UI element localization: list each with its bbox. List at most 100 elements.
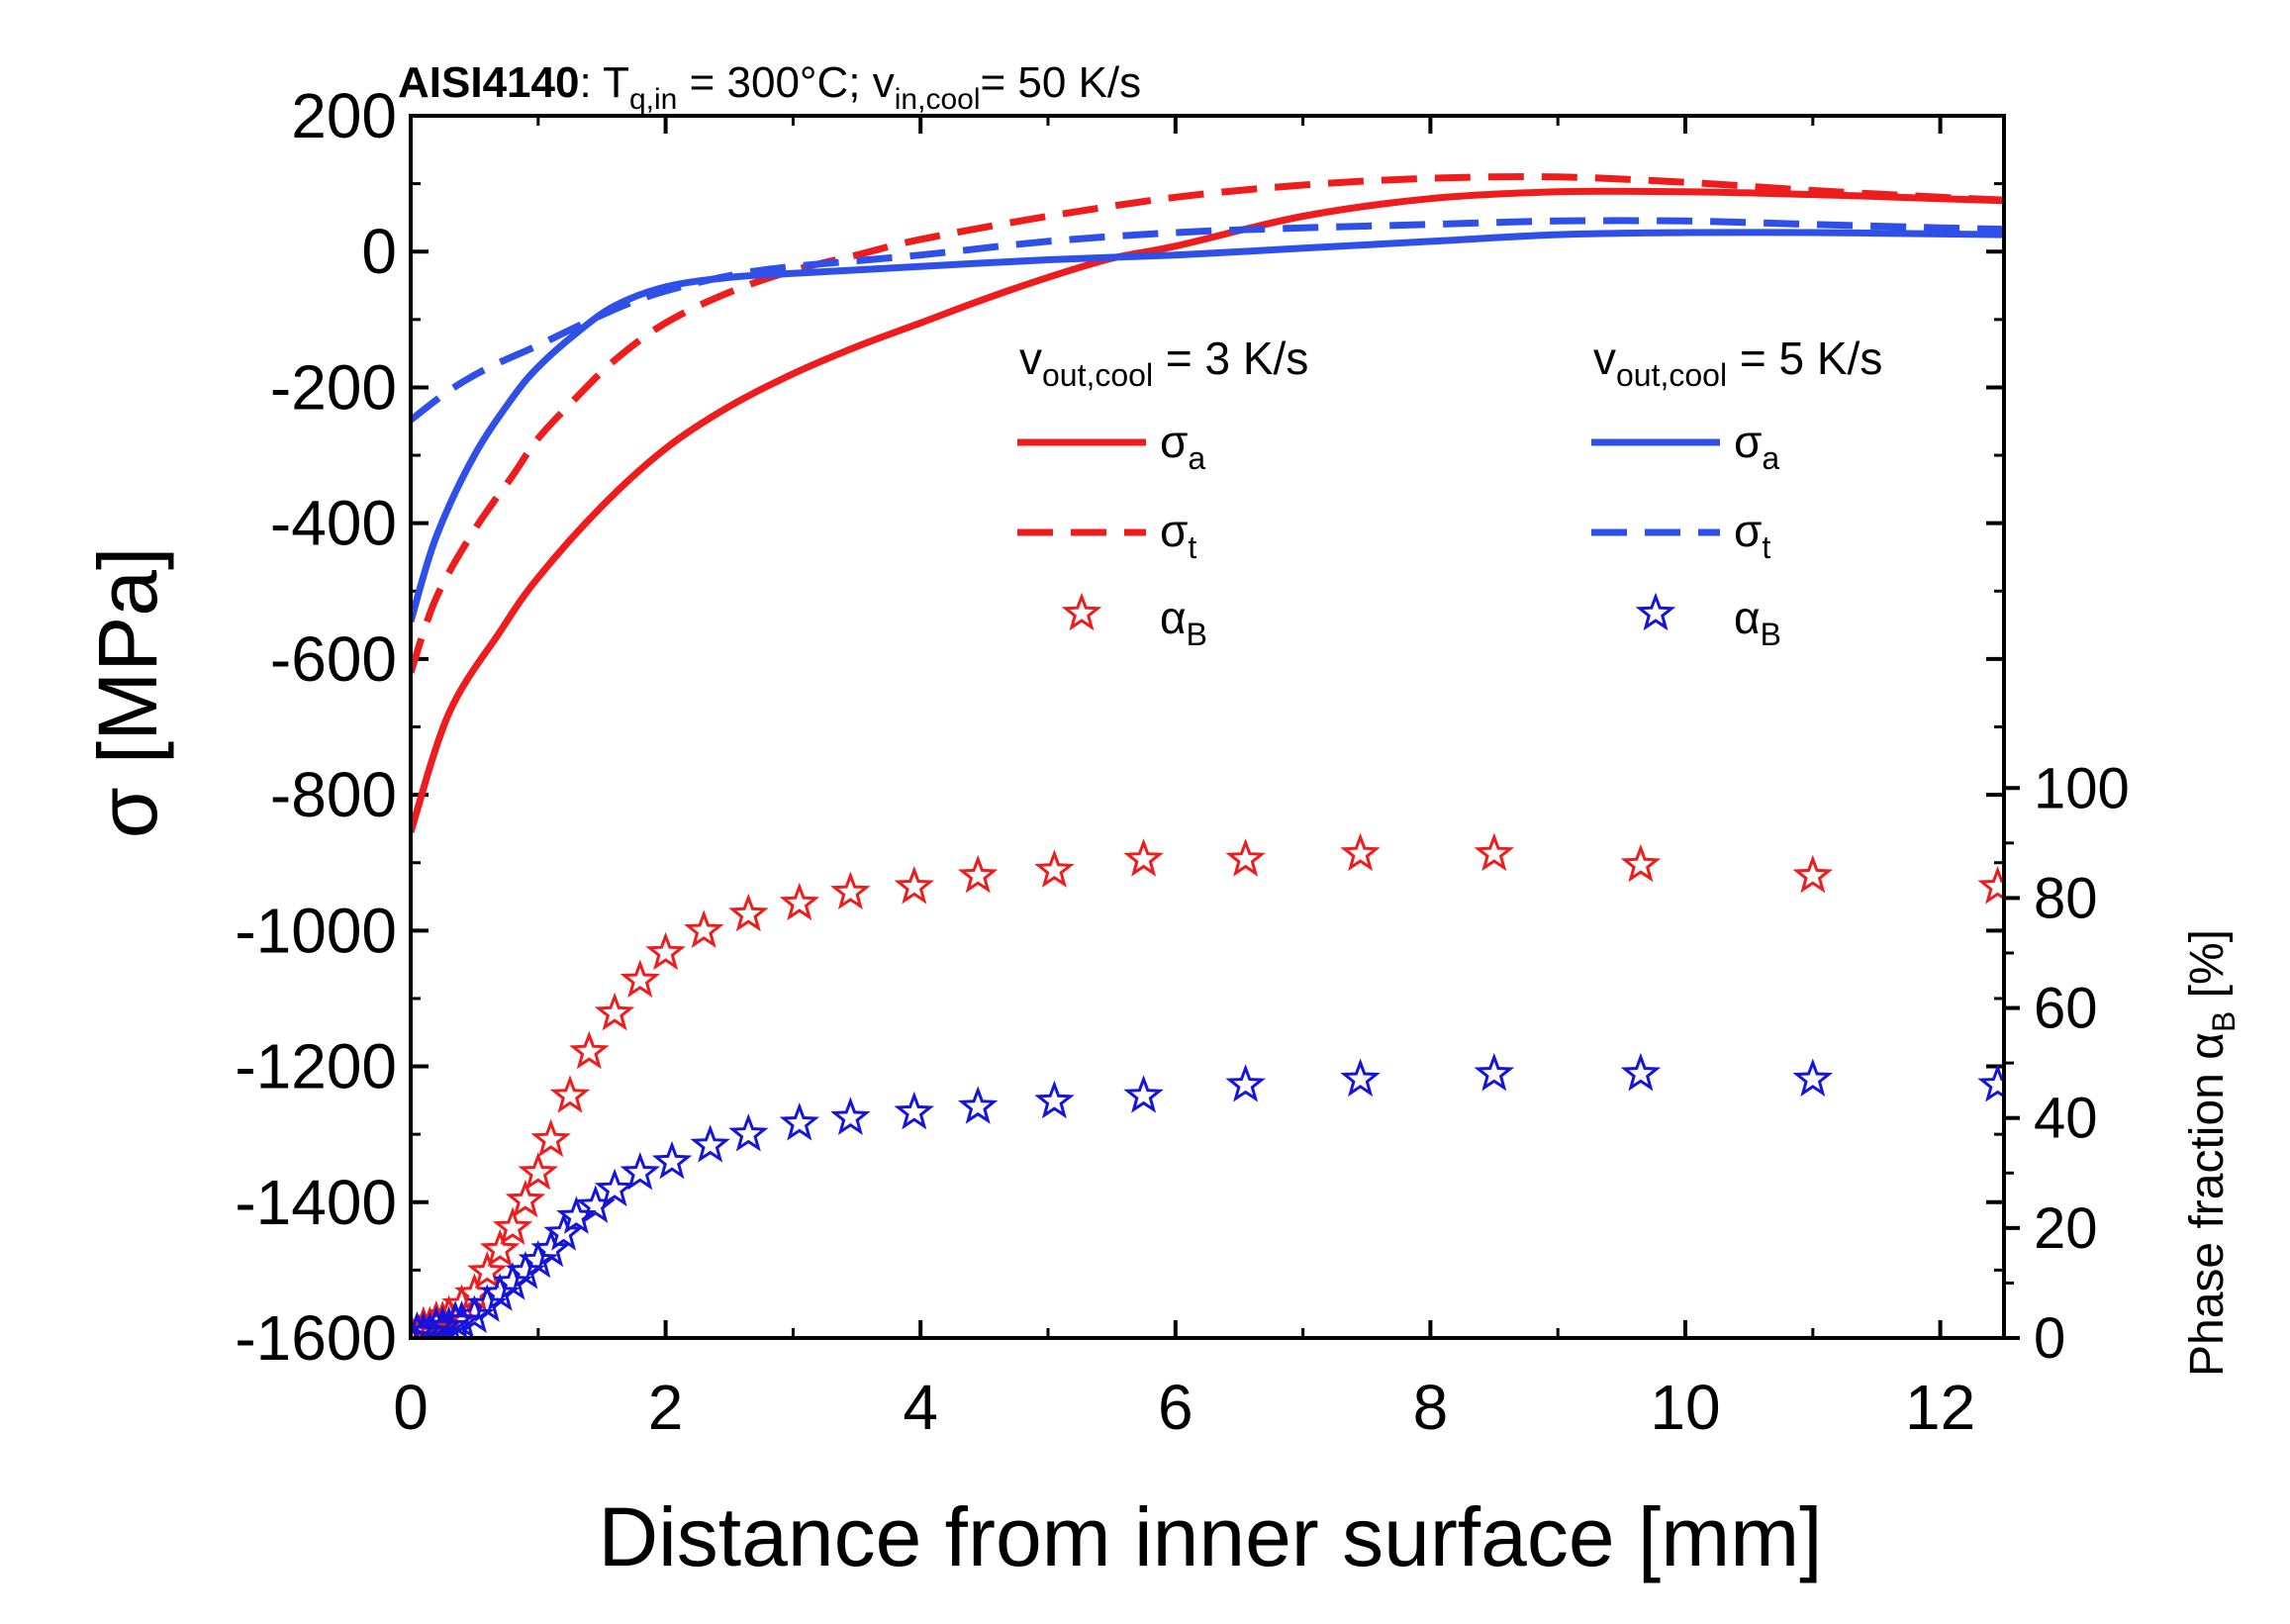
marker-point [505,1179,546,1218]
marker-point [1034,849,1075,888]
axis-ticks [409,114,2020,1340]
marker-point [530,1228,571,1268]
y-tick-label: -1400 [235,1167,397,1238]
legend-star-3ks [1061,592,1102,631]
legend-label-sigma-t-5ks: σt [1734,505,1770,565]
marker-point [620,959,661,998]
marker-point [530,1118,571,1158]
marker-point [779,1102,820,1141]
marker-point [894,866,934,905]
x-axis-title: Distance from inner surface [mm] [598,1490,1822,1583]
marker-point [1340,832,1381,872]
marker-point [779,882,820,921]
marker-point [645,931,686,971]
chart-title: AISI4140: Tq,in = 300°C; vin,cool= 50 K/… [398,58,1141,116]
series-markers [411,832,2004,1338]
marker-point [1474,832,1515,872]
phase-tick-label: 0 [2034,1306,2065,1371]
marker-point [728,893,769,932]
marker-point [1792,854,1834,894]
x-tick-label: 6 [1158,1372,1193,1443]
marker-point [569,1030,610,1070]
legend-label-sigma-a-3ks: σa [1160,416,1205,476]
marker-point [492,1206,533,1246]
marker-point [684,909,724,948]
marker-point [594,1168,635,1207]
title-sub-1: q,in [629,83,677,116]
marker-point [1792,1058,1834,1098]
phase-tick-label: 80 [2034,866,2098,930]
marker-point [1620,843,1662,883]
plot-area [411,173,2004,1338]
y-axis-title: σ [MPa] [81,547,174,839]
marker-point [1977,866,2004,905]
y-tick-label: -1000 [235,895,397,966]
title-part-3: = 50 K/s [980,58,1141,107]
series-line [411,217,2004,424]
legend-star-5ks [1635,592,1676,631]
legend-header-5ks: vout,cool = 5 K/s [1593,333,1882,393]
phase-tick-label: 40 [2034,1087,2098,1151]
series-line [411,173,2004,674]
marker-point [1977,1064,2004,1102]
legend-header-3ks: vout,cool = 3 K/s [1019,333,1308,393]
marker-point [1123,1075,1164,1113]
marker-point [830,871,871,910]
title-part-2: = 300°C; v [677,58,894,107]
marker-point [518,1152,559,1191]
y-tick-label: -200 [270,351,397,423]
marker-point [441,1299,482,1338]
y-tick-label: 200 [291,80,397,151]
title-part-1: : T [579,58,629,107]
marker-point [543,1212,584,1251]
legend-label-alpha-b-3ks: αB [1160,592,1207,652]
marker-point [549,1075,591,1113]
marker-point [1225,838,1266,877]
y-tick-label: -600 [270,623,397,695]
marker-point [830,1097,871,1135]
legend-label-alpha-b-5ks: αB [1734,592,1781,652]
phase-tick-label: 60 [2034,977,2098,1041]
series-layer [411,173,2004,1338]
y-right-title-main: Phase fraction α [2181,1032,2234,1377]
x-tick-label: 2 [648,1372,684,1443]
y-tick-label: 0 [361,216,397,287]
marker-point [518,1239,559,1279]
marker-point [690,1124,730,1163]
legend-label-sigma-a-5ks: σa [1734,416,1779,476]
marker-point [1225,1064,1266,1102]
marker-point [505,1251,546,1290]
x-tick-label: 8 [1413,1372,1449,1443]
x-tick-label: 10 [1650,1372,1720,1443]
marker-point [492,1262,533,1300]
marker-point [1123,838,1164,877]
x-tick-label: 0 [393,1372,429,1443]
marker-point [454,1294,495,1333]
series-line [411,187,2004,833]
x-tick-label: 4 [903,1372,938,1443]
marker-point [957,854,999,894]
marker-point [467,1251,508,1290]
y-tick-label: -800 [270,759,397,830]
marker-point [1340,1058,1381,1098]
marker-point [1474,1052,1515,1092]
marker-point [620,1152,661,1191]
phase-tick-label: 100 [2034,756,2130,820]
y-tick-label: -400 [270,488,397,559]
marker-point [467,1284,508,1322]
marker-point [894,1091,934,1130]
marker-point [1620,1052,1662,1092]
title-bold: AISI4140 [398,58,579,107]
plot-frame [409,114,2006,1340]
marker-point [479,1228,521,1268]
marker-point [957,1086,999,1124]
x-tick-label: 12 [1905,1372,1975,1443]
marker-point [651,1140,693,1180]
marker-point [594,992,635,1031]
legend-group-3ks: vout,cool = 3 K/s σa σt αB [1017,333,1308,652]
y-right-title-sub: B [2206,1011,2242,1032]
y-tick-label: -1600 [235,1302,397,1374]
y-right-title-unit: [%] [2181,929,2234,1011]
marker-point [1034,1080,1075,1119]
y-tick-label: -1200 [235,1031,397,1102]
